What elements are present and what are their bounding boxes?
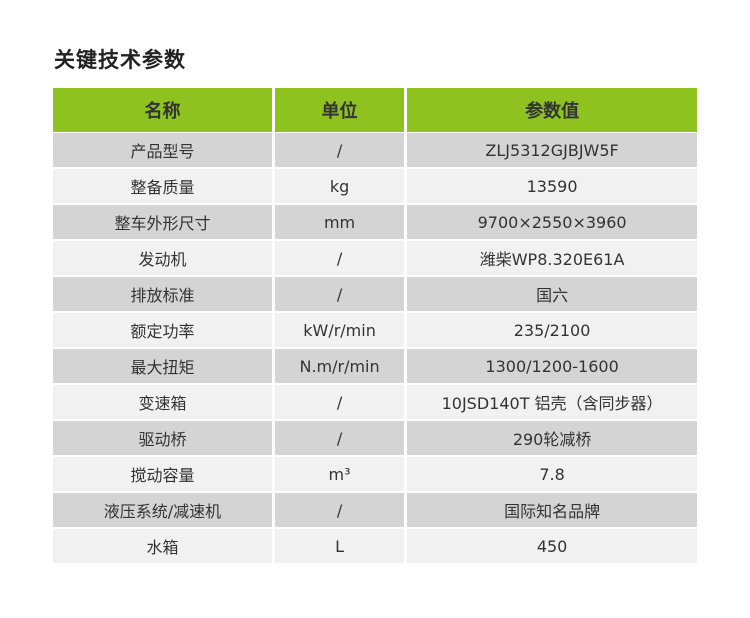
row-unit: /	[274, 240, 405, 276]
row-name: 最大扭矩	[53, 348, 272, 384]
row-name: 整车外形尺寸	[53, 204, 272, 240]
table-row: 变速箱 / 10JSD140T 铝壳（含同步器）	[53, 384, 697, 420]
row-name: 搅动容量	[53, 456, 272, 492]
spec-table: 名称 单位 参数值 产品型号 / ZLJ5312GJBJW5F 整备质量 kg …	[50, 88, 700, 564]
row-value: 235/2100	[407, 312, 697, 348]
row-unit: /	[274, 384, 405, 420]
row-name: 额定功率	[53, 312, 272, 348]
table-row: 产品型号 / ZLJ5312GJBJW5F	[53, 132, 697, 168]
row-name: 排放标准	[53, 276, 272, 312]
table-row: 发动机 / 潍柴WP8.320E61A	[53, 240, 697, 276]
row-value: 国六	[407, 276, 697, 312]
row-unit: mm	[274, 204, 405, 240]
row-value: 450	[407, 528, 697, 564]
row-value: 国际知名品牌	[407, 492, 697, 528]
table-row: 整备质量 kg 13590	[53, 168, 697, 204]
row-name: 发动机	[53, 240, 272, 276]
row-value: 1300/1200-1600	[407, 348, 697, 384]
row-value: 9700×2550×3960	[407, 204, 697, 240]
row-unit: /	[274, 132, 405, 168]
row-name: 驱动桥	[53, 420, 272, 456]
table-header-row: 名称 单位 参数值	[53, 88, 697, 132]
row-name: 变速箱	[53, 384, 272, 420]
row-unit: N.m/r/min	[274, 348, 405, 384]
row-name: 产品型号	[53, 132, 272, 168]
table-row: 搅动容量 m³ 7.8	[53, 456, 697, 492]
row-name: 液压系统/减速机	[53, 492, 272, 528]
row-unit: kg	[274, 168, 405, 204]
row-value: 潍柴WP8.320E61A	[407, 240, 697, 276]
table-row: 整车外形尺寸 mm 9700×2550×3960	[53, 204, 697, 240]
row-unit: /	[274, 276, 405, 312]
row-unit: m³	[274, 456, 405, 492]
row-value: ZLJ5312GJBJW5F	[407, 132, 697, 168]
table-row: 排放标准 / 国六	[53, 276, 697, 312]
row-unit: /	[274, 420, 405, 456]
row-unit: kW/r/min	[274, 312, 405, 348]
table-row: 额定功率 kW/r/min 235/2100	[53, 312, 697, 348]
row-value: 290轮减桥	[407, 420, 697, 456]
row-value: 10JSD140T 铝壳（含同步器）	[407, 384, 697, 420]
header-value: 参数值	[407, 88, 697, 132]
header-name: 名称	[53, 88, 272, 132]
row-name: 水箱	[53, 528, 272, 564]
section-title: 关键技术参数	[54, 48, 186, 72]
row-unit: /	[274, 492, 405, 528]
row-name: 整备质量	[53, 168, 272, 204]
header-unit: 单位	[274, 88, 405, 132]
table-row: 液压系统/减速机 / 国际知名品牌	[53, 492, 697, 528]
row-unit: L	[274, 528, 405, 564]
table-row: 驱动桥 / 290轮减桥	[53, 420, 697, 456]
table-row: 水箱 L 450	[53, 528, 697, 564]
table-row: 最大扭矩 N.m/r/min 1300/1200-1600	[53, 348, 697, 384]
row-value: 7.8	[407, 456, 697, 492]
row-value: 13590	[407, 168, 697, 204]
